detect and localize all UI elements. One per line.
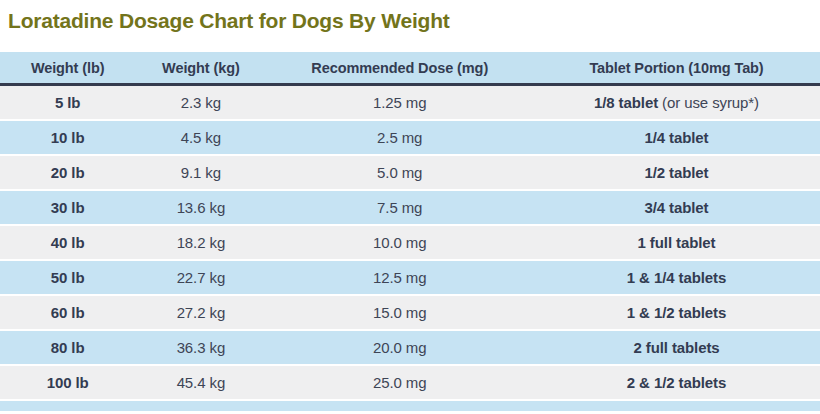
weight-kg-cell: 2.3 kg bbox=[135, 85, 266, 121]
tablet-portion-cell: 3/4 tablet bbox=[533, 190, 820, 225]
weight-lb-cell: 80 lb bbox=[0, 330, 135, 365]
tablet-portion-cell: 2 & 1/2 tablets bbox=[533, 365, 820, 399]
weight-lb-cell: 50 lb bbox=[0, 260, 135, 295]
dose-cell: 12.5 mg bbox=[266, 260, 533, 295]
tablet-portion-text: 1 & 1/4 tablets bbox=[627, 269, 726, 286]
weight-kg-cell: 27.2 kg bbox=[135, 295, 266, 330]
weight-lb-cell: 5 lb bbox=[0, 85, 135, 121]
table-row: 5 lb 2.3 kg 1.25 mg 1/8 tablet (or use s… bbox=[0, 85, 820, 121]
dose-cell: 10.0 mg bbox=[266, 225, 533, 260]
table-row: 60 lb 27.2 kg 15.0 mg 1 & 1/2 tablets bbox=[0, 295, 820, 330]
tablet-portion-text: 1 full tablet bbox=[638, 234, 716, 251]
tablet-portion-text: 1/8 tablet bbox=[594, 94, 658, 111]
page-title: Loratadine Dosage Chart for Dogs By Weig… bbox=[0, 0, 820, 34]
partial-next-row bbox=[0, 399, 820, 411]
tablet-portion-text: 1 & 1/2 tablets bbox=[627, 304, 726, 321]
tablet-portion-cell: 1/2 tablet bbox=[533, 155, 820, 190]
tablet-portion-cell: 1 & 1/2 tablets bbox=[533, 295, 820, 330]
header-recommended-dose: Recommended Dose (mg) bbox=[266, 52, 533, 85]
table-row: 50 lb 22.7 kg 12.5 mg 1 & 1/4 tablets bbox=[0, 260, 820, 295]
weight-kg-cell: 22.7 kg bbox=[135, 260, 266, 295]
weight-kg-cell: 36.3 kg bbox=[135, 330, 266, 365]
tablet-portion-cell: 1 full tablet bbox=[533, 225, 820, 260]
weight-kg-cell: 45.4 kg bbox=[135, 365, 266, 399]
table-row: 30 lb 13.6 kg 7.5 mg 3/4 tablet bbox=[0, 190, 820, 225]
weight-kg-cell: 9.1 kg bbox=[135, 155, 266, 190]
dose-cell: 2.5 mg bbox=[266, 120, 533, 155]
tablet-portion-text: 2 full tablets bbox=[633, 339, 719, 356]
weight-lb-cell: 40 lb bbox=[0, 225, 135, 260]
tablet-portion-text: 1/2 tablet bbox=[644, 164, 708, 181]
table-row: 80 lb 36.3 kg 20.0 mg 2 full tablets bbox=[0, 330, 820, 365]
dose-cell: 20.0 mg bbox=[266, 330, 533, 365]
weight-lb-cell: 60 lb bbox=[0, 295, 135, 330]
dose-cell: 25.0 mg bbox=[266, 365, 533, 399]
table-row: 40 lb 18.2 kg 10.0 mg 1 full tablet bbox=[0, 225, 820, 260]
tablet-portion-text: 1/4 tablet bbox=[644, 129, 708, 146]
tablet-portion-text: 3/4 tablet bbox=[644, 199, 708, 216]
dose-cell: 15.0 mg bbox=[266, 295, 533, 330]
weight-lb-cell: 10 lb bbox=[0, 120, 135, 155]
header-weight-lb: Weight (lb) bbox=[0, 52, 135, 85]
header-weight-kg: Weight (kg) bbox=[135, 52, 266, 85]
dose-cell: 7.5 mg bbox=[266, 190, 533, 225]
header-row: Weight (lb) Weight (kg) Recommended Dose… bbox=[0, 52, 820, 85]
tablet-portion-note: (or use syrup*) bbox=[658, 94, 759, 111]
tablet-portion-cell: 2 full tablets bbox=[533, 330, 820, 365]
weight-kg-cell: 13.6 kg bbox=[135, 190, 266, 225]
weight-kg-cell: 18.2 kg bbox=[135, 225, 266, 260]
header-tablet-portion: Tablet Portion (10mg Tab) bbox=[533, 52, 820, 85]
tablet-portion-cell: 1/8 tablet (or use syrup*) bbox=[533, 85, 820, 121]
tablet-portion-cell: 1 & 1/4 tablets bbox=[533, 260, 820, 295]
weight-kg-cell: 4.5 kg bbox=[135, 120, 266, 155]
table-row: 100 lb 45.4 kg 25.0 mg 2 & 1/2 tablets bbox=[0, 365, 820, 399]
tablet-portion-cell: 1/4 tablet bbox=[533, 120, 820, 155]
weight-lb-cell: 20 lb bbox=[0, 155, 135, 190]
dose-cell: 5.0 mg bbox=[266, 155, 533, 190]
dose-cell: 1.25 mg bbox=[266, 85, 533, 121]
weight-lb-cell: 100 lb bbox=[0, 365, 135, 399]
tablet-portion-text: 2 & 1/2 tablets bbox=[627, 374, 726, 391]
table-row: 20 lb 9.1 kg 5.0 mg 1/2 tablet bbox=[0, 155, 820, 190]
table-row: 10 lb 4.5 kg 2.5 mg 1/4 tablet bbox=[0, 120, 820, 155]
weight-lb-cell: 30 lb bbox=[0, 190, 135, 225]
dosage-table: Weight (lb) Weight (kg) Recommended Dose… bbox=[0, 52, 820, 399]
